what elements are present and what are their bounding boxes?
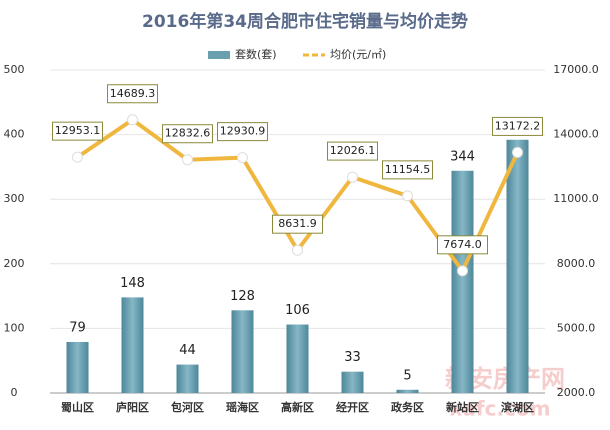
y-tick-label: 400 bbox=[4, 128, 25, 141]
line-point bbox=[182, 154, 193, 166]
bar bbox=[286, 324, 309, 393]
bar bbox=[451, 170, 474, 393]
bar-value-label: 148 bbox=[120, 276, 145, 291]
bar bbox=[176, 364, 199, 393]
line-value-label: 8631.9 bbox=[278, 217, 317, 230]
bar-value-label: 5 bbox=[403, 368, 411, 383]
y-tick-label: 100 bbox=[4, 321, 25, 334]
value-label-box bbox=[107, 84, 158, 104]
value-label-box bbox=[492, 116, 543, 136]
y-tick-label: 300 bbox=[4, 192, 25, 205]
bar bbox=[66, 341, 89, 393]
line-value-label: 12953.1 bbox=[55, 124, 101, 137]
bar-value-label: 44 bbox=[179, 343, 196, 358]
value-label-box bbox=[437, 235, 488, 255]
x-tick-label: 庐阳区 bbox=[116, 400, 149, 414]
line-value-label: 12930.9 bbox=[220, 125, 266, 138]
watermark-url: xafc.com bbox=[450, 397, 551, 421]
x-tick-label: 经开区 bbox=[336, 400, 369, 414]
legend-label: 均价(元/㎡) bbox=[330, 48, 386, 61]
y2-tick-label: 17000.0 bbox=[553, 63, 599, 76]
bar bbox=[506, 139, 529, 393]
x-tick-label: 高新区 bbox=[281, 400, 314, 414]
line-point bbox=[512, 146, 523, 158]
bar-value-label: 106 bbox=[285, 303, 310, 318]
value-label-box bbox=[162, 124, 213, 144]
line-point bbox=[127, 114, 138, 126]
y-tick-label: 200 bbox=[4, 257, 25, 270]
line-value-label: 12832.6 bbox=[165, 127, 211, 140]
value-label-box bbox=[52, 121, 103, 141]
value-label-box bbox=[272, 214, 323, 234]
y2-tick-label: 5000.0 bbox=[557, 321, 596, 334]
chart-title: 2016年第34周合肥市住宅销量与均价走势 bbox=[142, 11, 468, 32]
legend-swatch bbox=[208, 51, 230, 59]
bar-value-label: 33 bbox=[344, 350, 361, 365]
bar-value-label: 128 bbox=[230, 289, 255, 304]
bar bbox=[341, 371, 364, 393]
line-point bbox=[402, 190, 413, 202]
line-value-label: 14689.3 bbox=[110, 87, 156, 100]
line-value-label: 12026.1 bbox=[330, 144, 376, 157]
x-tick-label: 滨湖区 bbox=[501, 400, 534, 414]
line-point bbox=[457, 265, 468, 277]
line-value-label: 13172.2 bbox=[495, 119, 541, 132]
bar bbox=[121, 297, 144, 393]
bar bbox=[231, 310, 254, 393]
line-point bbox=[347, 171, 358, 183]
line-value-label: 7674.0 bbox=[443, 238, 482, 251]
bar-value-label: 344 bbox=[450, 149, 475, 164]
y-tick-label: 500 bbox=[4, 63, 25, 76]
line-point bbox=[292, 244, 303, 256]
y-tick-label: 0 bbox=[11, 386, 18, 399]
value-label-box bbox=[327, 141, 378, 161]
y2-tick-label: 14000.0 bbox=[553, 128, 599, 141]
line-point bbox=[72, 151, 83, 163]
y2-tick-label: 8000.0 bbox=[557, 257, 596, 270]
x-tick-label: 蜀山区 bbox=[61, 400, 94, 414]
line-value-label: 11154.5 bbox=[385, 163, 431, 176]
x-tick-label: 包河区 bbox=[170, 400, 204, 414]
y2-tick-label: 11000.0 bbox=[553, 192, 599, 205]
value-label-box bbox=[217, 122, 268, 142]
x-tick-label: 新站区 bbox=[446, 400, 479, 414]
x-tick-label: 瑶海区 bbox=[226, 400, 259, 414]
bar-value-label: 79 bbox=[69, 320, 86, 335]
y2-tick-label: 2000.0 bbox=[557, 386, 596, 399]
line-point bbox=[237, 152, 248, 164]
bar bbox=[396, 389, 419, 393]
value-label-box bbox=[382, 160, 433, 180]
legend-label: 套数(套) bbox=[235, 48, 277, 61]
x-tick-label: 政务区 bbox=[391, 400, 424, 414]
